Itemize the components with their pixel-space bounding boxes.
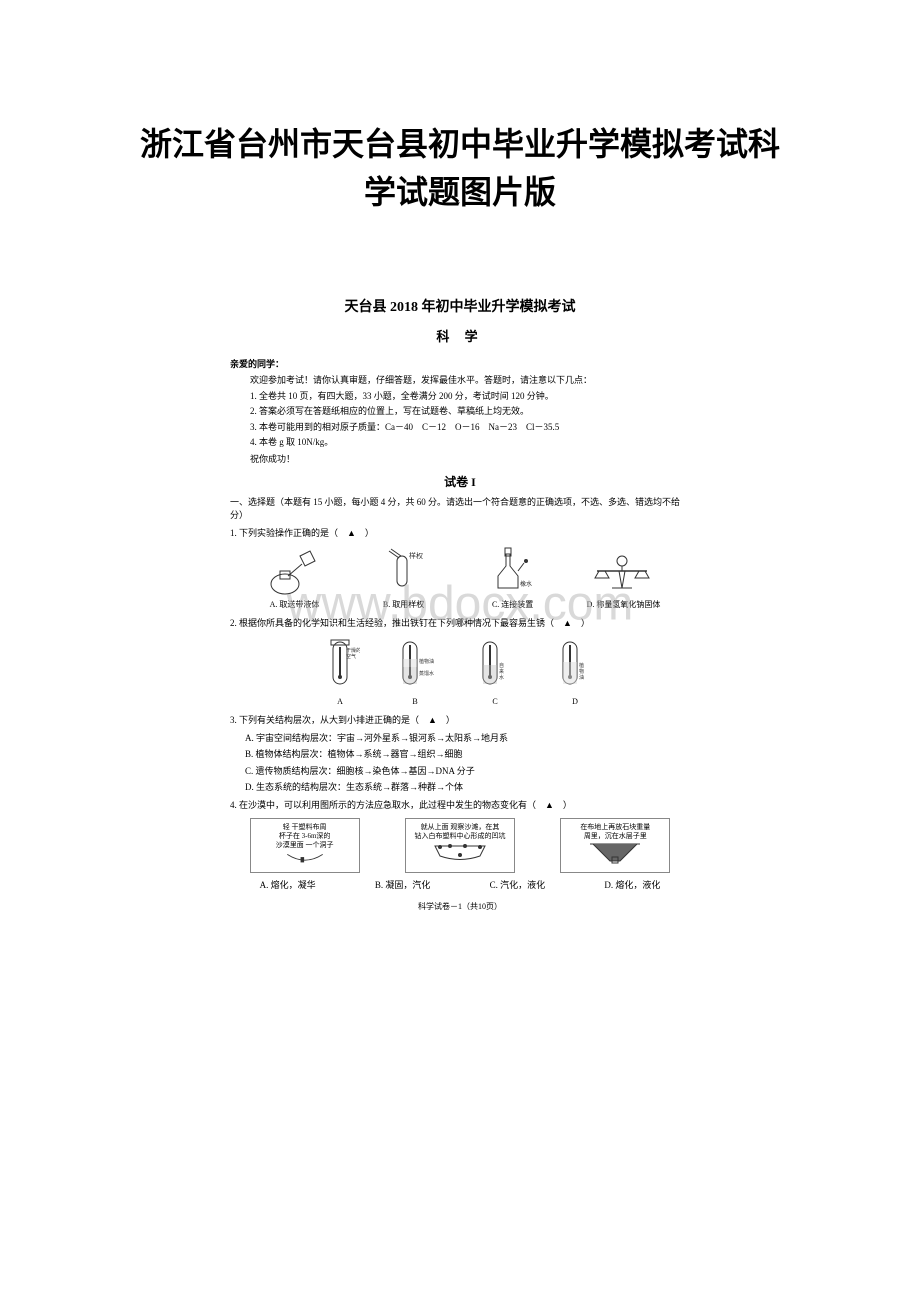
- test-tube-d-icon: 植 物 油: [550, 637, 600, 692]
- question-2: 2. 根据你所具备的化学知识和生活经验，推出铁钉在下列哪种情况下最容易生锈（ ▲…: [230, 617, 690, 708]
- q4-box2-line1: 就从上面 观察沙滩，在其: [421, 823, 500, 832]
- q4-box-3: 在布地上再放石块重量 周里，沉在水层子里: [560, 818, 670, 873]
- test-tube-tweezers-icon: 样权: [369, 546, 439, 596]
- page-root: 浙江省台州市天台县初中毕业升学模拟考试科 学试题图片版 www.bdocx.co…: [0, 0, 920, 972]
- instruction-2: 2. 答案必须写在答题纸相应的位置上，写在试题卷、草稿纸上均无效。: [250, 405, 690, 419]
- svg-text:来: 来: [499, 669, 504, 675]
- q4-box-1: 轻 干塑料布周 杯子在 3-6m深的 沙漠里面 一个洞子: [250, 818, 360, 873]
- test-tube-a-icon: 干燥的 空气: [320, 637, 360, 692]
- q4-box3-line2: 周里，沉在水层子里: [584, 832, 647, 841]
- svg-text:水: 水: [499, 674, 504, 681]
- q4-box1-line3: 沙漠里面 一个洞子: [276, 841, 334, 850]
- paper-section-label: 试卷 I: [230, 473, 690, 490]
- q2-opt-a: A: [320, 696, 360, 708]
- q2-figures: 干燥的 空气 A 植物油 蒸馏水 B: [230, 637, 690, 708]
- exam-page-image: www.bdocx.com 天台县 2018 年初中毕业升学模拟考试 科 学 亲…: [200, 276, 720, 932]
- svg-text:植: 植: [579, 662, 584, 669]
- svg-text:自: 自: [499, 662, 504, 669]
- svg-text:样权: 样权: [409, 551, 423, 560]
- q4-opt-b: B. 凝固，汽化: [375, 879, 431, 893]
- q4-box1-line2: 杯子在 3-6m深的: [279, 832, 331, 841]
- dropper-bottle-icon: [260, 546, 330, 596]
- q2-tube-b: 植物油 蒸馏水 B: [390, 637, 440, 708]
- svg-text:空气: 空气: [346, 653, 356, 660]
- q1-label-b: B. 取用样权: [369, 599, 439, 611]
- document-main-title: 浙江省台州市天台县初中毕业升学模拟考试科 学试题图片版: [60, 120, 860, 216]
- q4-opt-a: A. 熔化，凝华: [260, 879, 316, 893]
- instruction-4: 4. 本卷 g 取 10N/kg。: [250, 436, 690, 450]
- q2-tube-d: 植 物 油 D: [550, 637, 600, 708]
- instructions-block: 欢迎参加考试！请你认真审题，仔细答题，发挥最佳水平。答题时，请注意以下几点： 1…: [230, 374, 690, 450]
- q4-box2-line2: 钻入白布塑料中心形成的凹坑: [414, 832, 505, 841]
- q1-figure-a: A. 取送带液体: [260, 546, 330, 611]
- q2-opt-c: C: [470, 696, 520, 708]
- q3-opt-b: B. 植物体结构层次：植物体→系统→器官→组织→细胞: [245, 747, 690, 761]
- q1-label-a: A. 取送带液体: [260, 599, 330, 611]
- connect-apparatus-icon: 橡水: [478, 546, 548, 596]
- svg-text:干燥的: 干燥的: [346, 647, 360, 654]
- q3-opt-a: A. 宇宙空间结构层次：宇宙→河外星系→银河系→太阳系→地月系: [245, 731, 690, 745]
- question-3: 3. 下列有关结构层次，从大到小排进正确的是（ ▲ ） A. 宇宙空间结构层次：…: [230, 714, 690, 795]
- instruction-3: 3. 本卷可能用到的相对原子质量：Ca－40 C－12 O－16 Na－23 C…: [250, 421, 690, 435]
- question-4: 4. 在沙漠中，可以利用图所示的方法应急取水，此过程中发生的物态变化有（ ▲ ）…: [230, 799, 690, 893]
- main-title-line1: 浙江省台州市天台县初中毕业升学模拟考试科: [60, 120, 860, 168]
- q2-text: 2. 根据你所具备的化学知识和生活经验，推出铁钉在下列哪种情况下最容易生锈（ ▲…: [230, 617, 690, 631]
- q1-figure-b: 样权 B. 取用样权: [369, 546, 439, 611]
- svg-text:蒸馏水: 蒸馏水: [419, 670, 434, 677]
- q3-options: A. 宇宙空间结构层次：宇宙→河外星系→银河系→太阳系→地月系 B. 植物体结构…: [230, 731, 690, 795]
- q1-figure-d: D. 称量氢氧化钠固体: [587, 546, 661, 611]
- svg-text:物: 物: [579, 668, 584, 675]
- plastic-sheet-icon: [430, 841, 490, 866]
- q2-opt-b: B: [390, 696, 440, 708]
- svg-text:植物油: 植物油: [419, 658, 434, 665]
- q3-opt-d: D. 生态系统的结构层次：生态系统→群落→种群→个体: [245, 780, 690, 794]
- balance-scale-icon: [587, 546, 657, 596]
- dig-hole-icon: [280, 850, 330, 868]
- exam-title: 天台县 2018 年初中毕业升学模拟考试: [230, 296, 690, 316]
- q2-tube-a: 干燥的 空气 A: [320, 637, 360, 708]
- q3-text: 3. 下列有关结构层次，从大到小排进正确的是（ ▲ ）: [230, 714, 690, 728]
- q4-figures: 轻 干塑料布周 杯子在 3-6m深的 沙漠里面 一个洞子 就从上面 观察沙滩，在…: [230, 818, 690, 873]
- q3-opt-c: C. 遗传物质结构层次：细胞核→染色体→基因→DNA 分子: [245, 764, 690, 778]
- page-footer: 科学试卷－1（共10页）: [230, 901, 690, 912]
- q4-box-2: 就从上面 观察沙滩，在其 钻入白布塑料中心形成的凹坑: [405, 818, 515, 873]
- greeting: 亲爱的同学：: [230, 357, 690, 370]
- q2-opt-d: D: [550, 696, 600, 708]
- q1-text: 1. 下列实验操作正确的是（ ▲ ）: [230, 527, 690, 541]
- collect-water-icon: [585, 841, 645, 866]
- q1-figures: A. 取送带液体 样权 B. 取用样权: [230, 546, 690, 611]
- q4-opt-d: D. 熔化，液化: [604, 879, 660, 893]
- instruction-intro: 欢迎参加考试！请你认真审题，仔细答题，发挥最佳水平。答题时，请注意以下几点：: [250, 374, 690, 388]
- section-1-header: 一、选择题（本题有 15 小题，每小题 4 分，共 60 分。请选出一个符合题意…: [230, 496, 690, 523]
- test-tube-c-icon: 自 来 水: [470, 637, 520, 692]
- q1-label-c: C. 连接装置: [478, 599, 548, 611]
- svg-text:橡水: 橡水: [520, 580, 532, 588]
- q4-text: 4. 在沙漠中，可以利用图所示的方法应急取水，此过程中发生的物态变化有（ ▲ ）: [230, 799, 690, 813]
- q4-box1-line1: 轻 干塑料布周: [283, 823, 327, 832]
- test-tube-b-icon: 植物油 蒸馏水: [390, 637, 440, 692]
- exam-subject: 科 学: [230, 326, 690, 345]
- q4-box3-line1: 在布地上再放石块重量: [580, 823, 650, 832]
- question-1: 1. 下列实验操作正确的是（ ▲ ） A. 取送带液体: [230, 527, 690, 612]
- wish-text: 祝你成功！: [230, 452, 690, 465]
- q2-tube-c: 自 来 水 C: [470, 637, 520, 708]
- svg-text:油: 油: [579, 674, 584, 681]
- q4-options: A. 熔化，凝华 B. 凝固，汽化 C. 汽化，液化 D. 熔化，液化: [230, 879, 690, 893]
- q4-opt-c: C. 汽化，液化: [490, 879, 546, 893]
- q1-figure-c: 橡水 C. 连接装置: [478, 546, 548, 611]
- main-title-line2: 学试题图片版: [60, 168, 860, 216]
- instruction-1: 1. 全卷共 10 页，有四大题，33 小题，全卷满分 200 分，考试时间 1…: [250, 390, 690, 404]
- q1-label-d: D. 称量氢氧化钠固体: [587, 599, 661, 611]
